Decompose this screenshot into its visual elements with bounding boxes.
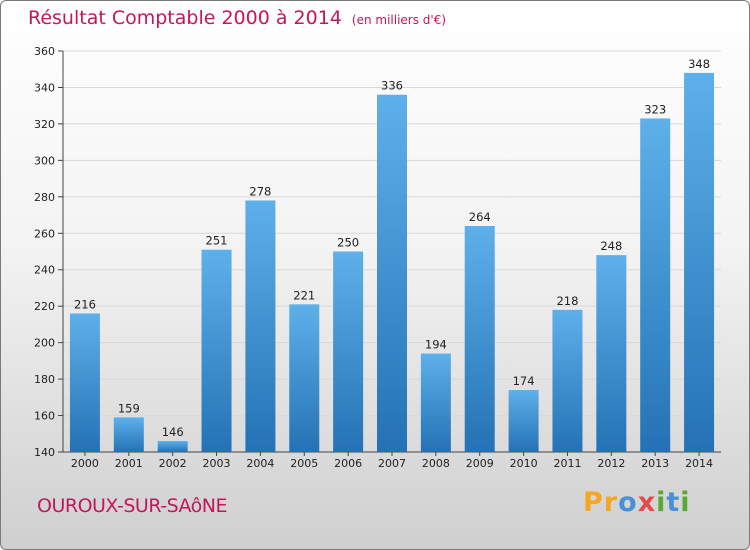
- data-label-2003: 251: [206, 234, 228, 248]
- bar-2011: [552, 309, 583, 452]
- y-tick-label: 240: [34, 264, 55, 277]
- x-tick-label-2012: 2012: [597, 457, 625, 470]
- x-tick-label-2002: 2002: [159, 457, 187, 470]
- bar-2013: [640, 118, 671, 452]
- data-label-2009: 264: [469, 210, 491, 224]
- bar-2014: [684, 72, 715, 452]
- bar-2008: [420, 353, 451, 452]
- y-tick-label: 180: [34, 373, 55, 386]
- bar-2005: [289, 304, 320, 452]
- x-tick-label-2013: 2013: [641, 457, 669, 470]
- x-tick-label-2008: 2008: [422, 457, 450, 470]
- x-tick-label-2000: 2000: [71, 457, 99, 470]
- logo-letter: i: [680, 487, 691, 518]
- data-label-2011: 218: [556, 294, 578, 308]
- bars: [69, 72, 715, 452]
- x-tick-label-2010: 2010: [510, 457, 538, 470]
- logo-letter: x: [637, 487, 657, 518]
- x-tick-label-2014: 2014: [685, 457, 713, 470]
- logo-letter: o: [618, 487, 638, 518]
- bar-2000: [69, 313, 100, 452]
- y-tick-label: 320: [34, 118, 55, 131]
- x-tick-label-2011: 2011: [553, 457, 581, 470]
- data-label-2001: 159: [118, 401, 140, 415]
- logo-letter: t: [666, 487, 681, 518]
- bar-2012: [596, 255, 627, 452]
- y-tick-label: 360: [34, 45, 55, 58]
- data-label-2005: 221: [293, 288, 315, 302]
- town-name: OUROUX-SUR-SAôNE: [37, 495, 228, 517]
- y-tick-label: 260: [34, 227, 55, 240]
- data-label-2002: 146: [162, 425, 184, 439]
- data-label-2004: 278: [249, 184, 271, 198]
- x-tick-label-2001: 2001: [115, 457, 143, 470]
- y-tick-label: 140: [34, 446, 55, 459]
- data-label-2000: 216: [74, 297, 96, 311]
- y-tick-label: 200: [34, 337, 55, 350]
- x-tick-label-2003: 2003: [203, 457, 231, 470]
- data-label-2008: 194: [425, 338, 447, 352]
- x-tick-label-2005: 2005: [290, 457, 318, 470]
- data-label-2013: 323: [644, 102, 666, 116]
- bar-2003: [201, 249, 232, 452]
- logo-letter: P: [583, 487, 604, 518]
- data-label-2010: 174: [513, 374, 535, 388]
- y-tick-label: 340: [34, 81, 55, 94]
- chart-title-text: Résultat Comptable 2000 à 2014: [28, 7, 342, 29]
- y-tick-label: 220: [34, 300, 55, 313]
- proxiti-logo: Proxiti: [583, 487, 691, 518]
- bar-2004: [245, 200, 276, 452]
- bar-2007: [377, 94, 407, 452]
- x-tick-label-2004: 2004: [246, 457, 274, 470]
- data-label-2014: 348: [688, 57, 710, 71]
- y-tick-label: 300: [34, 154, 55, 167]
- data-label-2006: 250: [337, 236, 359, 250]
- bar-2002: [157, 441, 188, 452]
- chart-subtitle: (en milliers d'€): [351, 13, 447, 27]
- logo-letter: i: [656, 487, 667, 518]
- logo-letter: r: [603, 487, 619, 518]
- chart-title: Résultat Comptable 2000 à 2014 (en millie…: [28, 7, 446, 29]
- x-tick-label-2007: 2007: [378, 457, 406, 470]
- x-tick-label-2009: 2009: [466, 457, 494, 470]
- y-tick-label: 160: [34, 410, 55, 423]
- bar-2010: [508, 390, 539, 452]
- bar-2001: [113, 417, 144, 452]
- data-label-2012: 248: [600, 239, 622, 253]
- data-label-2007: 336: [381, 79, 403, 93]
- y-tick-label: 280: [34, 191, 55, 204]
- bar-2009: [464, 225, 495, 452]
- x-tick-label-2006: 2006: [334, 457, 362, 470]
- labels: 140 160 180 200 220 240 260 280 300 320 340 360 216 2…: [34, 45, 713, 470]
- bar-2006: [333, 251, 364, 452]
